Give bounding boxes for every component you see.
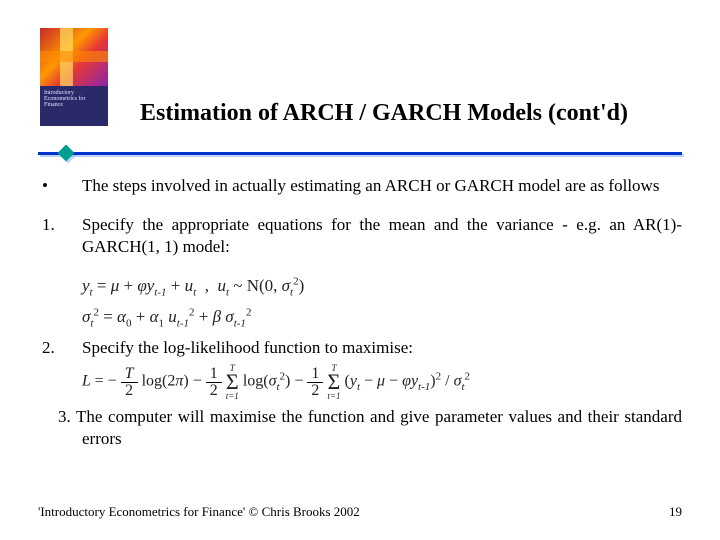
slide-footer: 'Introductory Econometrics for Finance' … — [38, 504, 682, 520]
step-marker: 1. — [38, 214, 82, 257]
bullet-marker: • — [38, 175, 82, 196]
bullet-text: The steps involved in actually estimatin… — [82, 175, 682, 196]
book-cover-caption: Introductory Econometrics for Finance — [40, 86, 108, 126]
bullet-intro: • The steps involved in actually estimat… — [38, 175, 682, 196]
step-3: 3. The computer will maximise the functi… — [38, 406, 682, 449]
step-2: 2. Specify the log-likelihood function t… — [38, 337, 682, 358]
equation-loglik: L = − T 2 log(2π) − 1 2 T Σ t=1 log(σt2)… — [82, 364, 682, 400]
slide-title: Estimation of ARCH / GARCH Models (cont'… — [140, 100, 680, 127]
slide-body: • The steps involved in actually estimat… — [38, 175, 682, 449]
footer-citation: 'Introductory Econometrics for Finance' … — [38, 504, 360, 520]
book-cover-icon: Introductory Econometrics for Finance — [40, 28, 108, 128]
step-text: Specify the log-likelihood function to m… — [82, 337, 682, 358]
book-cover-art — [40, 28, 108, 86]
equation-mean: yt = μ + φyt-1 + ut , ut ~ N(0, σt2) — [82, 275, 682, 300]
step-text: Specify the appropriate equations for th… — [82, 214, 682, 257]
page-number: 19 — [669, 504, 682, 520]
title-divider — [38, 152, 682, 158]
equation-variance: σt2 = α0 + α1 ut-12 + β σt-12 — [82, 306, 682, 331]
step-1: 1. Specify the appropriate equations for… — [38, 214, 682, 257]
step-marker: 2. — [38, 337, 82, 358]
slide: Introductory Econometrics for Finance Es… — [0, 0, 720, 540]
step-text: 3. The computer will maximise the functi… — [38, 406, 682, 449]
